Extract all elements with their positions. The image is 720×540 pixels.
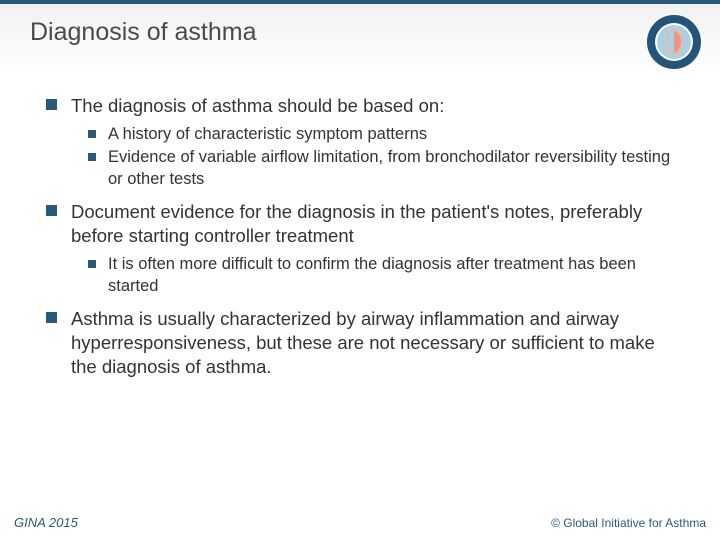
sub-bullet-text: It is often more difficult to confirm th… — [108, 254, 684, 297]
bullet-item: The diagnosis of asthma should be based … — [46, 94, 684, 118]
bullet-item: Asthma is usually characterized by airwa… — [46, 307, 684, 379]
square-bullet-icon — [46, 99, 57, 110]
slide-content: The diagnosis of asthma should be based … — [0, 76, 720, 379]
sub-bullet-text: Evidence of variable airflow limitation,… — [108, 147, 684, 190]
square-bullet-icon — [88, 260, 96, 268]
gina-logo — [646, 14, 702, 70]
sub-bullet-text: A history of characteristic symptom patt… — [108, 124, 427, 145]
square-bullet-icon — [46, 205, 57, 216]
square-bullet-icon — [46, 312, 57, 323]
sub-bullet-item: Evidence of variable airflow limitation,… — [88, 147, 684, 190]
square-bullet-icon — [88, 153, 96, 161]
bullet-text: Asthma is usually characterized by airwa… — [71, 307, 684, 379]
sub-bullet-item: A history of characteristic symptom patt… — [88, 124, 684, 145]
footer-left: GINA 2015 — [14, 515, 78, 530]
bullet-text: Document evidence for the diagnosis in t… — [71, 200, 684, 248]
bullet-text: The diagnosis of asthma should be based … — [71, 94, 444, 118]
sub-bullet-group: It is often more difficult to confirm th… — [88, 254, 684, 297]
slide: Diagnosis of asthma The diagnosis of ast… — [0, 0, 720, 540]
bullet-item: Document evidence for the diagnosis in t… — [46, 200, 684, 248]
slide-header: Diagnosis of asthma — [0, 4, 720, 76]
footer-right: © Global Initiative for Asthma — [551, 516, 706, 530]
sub-bullet-group: A history of characteristic symptom patt… — [88, 124, 684, 190]
square-bullet-icon — [88, 130, 96, 138]
slide-title: Diagnosis of asthma — [30, 18, 720, 47]
sub-bullet-item: It is often more difficult to confirm th… — [88, 254, 684, 297]
